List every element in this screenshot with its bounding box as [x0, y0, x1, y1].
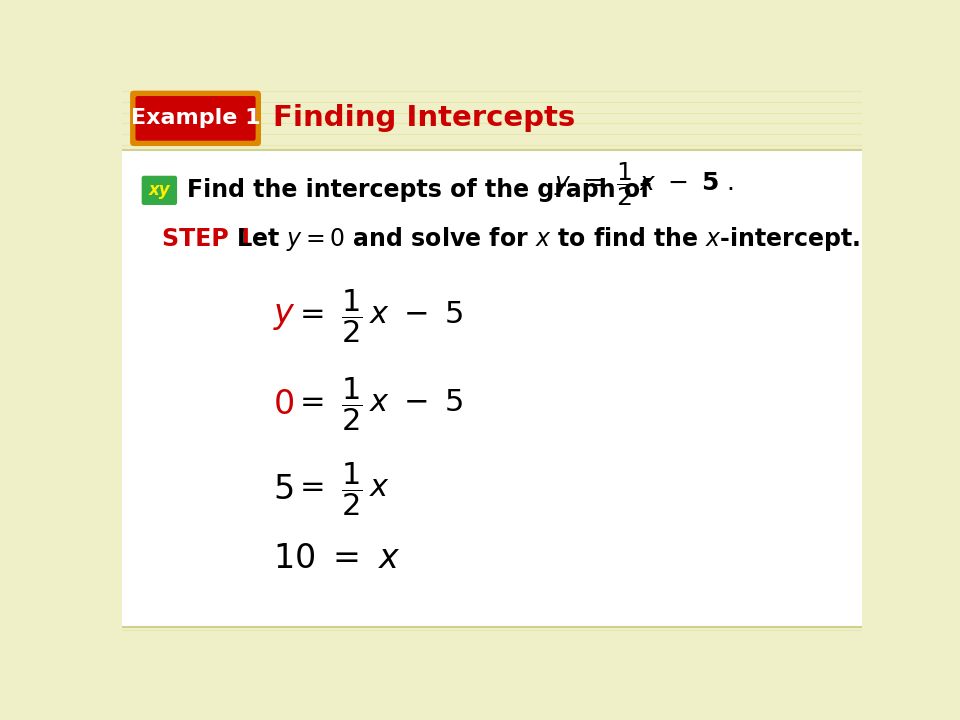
Text: $=\ \dfrac{1}{2}\,x\ -\ 5$: $=\ \dfrac{1}{2}\,x\ -\ 5$ — [294, 376, 464, 433]
Text: Let $y = 0$ and solve for $x$ to find the $x$-intercept.: Let $y = 0$ and solve for $x$ to find th… — [236, 225, 860, 253]
FancyBboxPatch shape — [131, 91, 261, 146]
Text: $=\ \dfrac{1}{2}\,x$: $=\ \dfrac{1}{2}\,x$ — [294, 460, 390, 518]
Text: $5$: $5$ — [273, 472, 293, 505]
Text: Find the intercepts of the graph of: Find the intercepts of the graph of — [187, 179, 651, 202]
Text: $=\ \dfrac{1}{2}\,x\ -\ 5$: $=\ \dfrac{1}{2}\,x\ -\ 5$ — [294, 287, 464, 345]
Text: $\mathit{y}$: $\mathit{y}$ — [273, 300, 296, 333]
Text: STEP 1: STEP 1 — [162, 227, 253, 251]
Text: Example 1: Example 1 — [131, 108, 260, 128]
Text: $y\ =\ \dfrac{1}{2}\,x\ -\ \mathbf{5}\ .$: $y\ =\ \dfrac{1}{2}\,x\ -\ \mathbf{5}\ .… — [554, 161, 733, 208]
Text: $10\ =\ x$: $10\ =\ x$ — [273, 542, 399, 575]
Text: Finding Intercepts: Finding Intercepts — [273, 104, 575, 132]
Text: $\mathit{0}$: $\mathit{0}$ — [273, 388, 294, 421]
Text: xy: xy — [149, 181, 170, 199]
FancyBboxPatch shape — [135, 96, 255, 140]
Bar — [123, 150, 861, 627]
FancyBboxPatch shape — [142, 176, 177, 205]
